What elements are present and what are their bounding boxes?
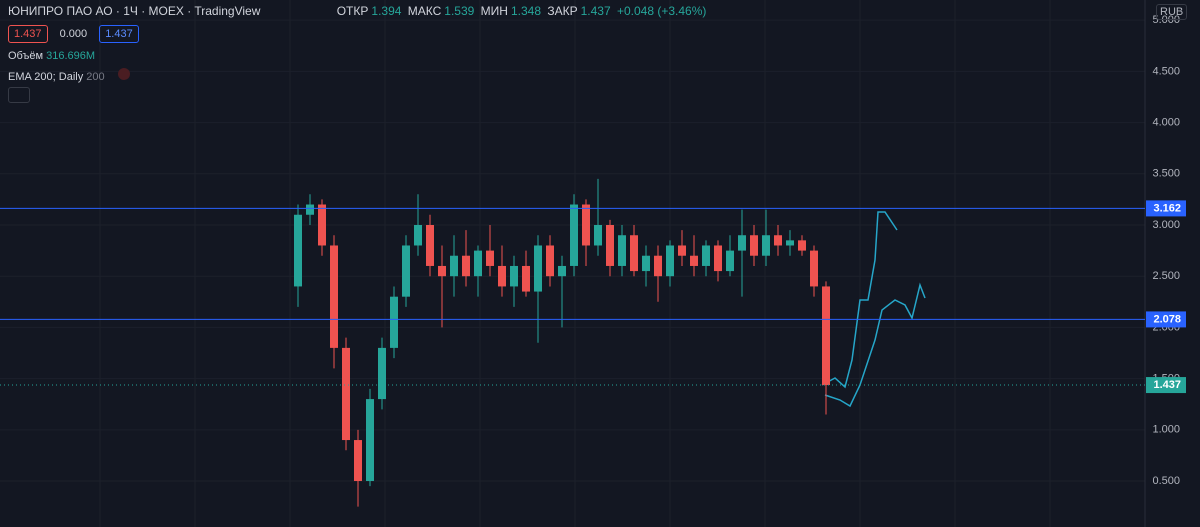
last-price-bg xyxy=(1146,377,1186,394)
volume-label: Объём xyxy=(8,50,44,62)
candle-body xyxy=(570,204,578,266)
candle-body xyxy=(450,255,458,277)
open-label: ОТКР xyxy=(336,4,369,18)
last-price-label: 1.437 xyxy=(1153,379,1181,391)
candle-body xyxy=(354,440,362,482)
candle-body xyxy=(522,265,530,292)
candle-body xyxy=(402,245,410,297)
legend: ЮНИПРО ПАО АО · 1Ч · MOEX · TradingView … xyxy=(8,4,709,18)
y-tick-label: 1.000 xyxy=(1152,424,1180,436)
candle-body xyxy=(750,235,758,256)
drawing[interactable] xyxy=(824,282,926,408)
candle-body xyxy=(810,250,818,287)
candle-body xyxy=(378,347,386,400)
candle-body xyxy=(714,245,722,272)
y-tick-label: 3.000 xyxy=(1152,219,1180,231)
candle-body xyxy=(474,250,482,277)
candle-body xyxy=(798,240,806,251)
candle-body xyxy=(582,204,590,246)
low-label: МИН xyxy=(480,4,508,18)
drawing[interactable] xyxy=(821,211,898,389)
high: 1.539 xyxy=(444,4,475,18)
candle-body xyxy=(294,214,302,287)
candle-body xyxy=(738,235,746,251)
candle-body xyxy=(594,224,602,246)
level-label-bg xyxy=(1146,200,1186,217)
candle-body xyxy=(414,224,422,246)
candle-body xyxy=(774,235,782,246)
candle-body xyxy=(438,265,446,277)
candle-body xyxy=(822,286,830,386)
candle-body xyxy=(498,265,506,287)
level-label-bg xyxy=(1146,311,1186,328)
candle-body xyxy=(342,347,350,441)
open: 1.394 xyxy=(371,4,402,18)
y-tick-label: 0.500 xyxy=(1152,475,1180,487)
buy-button[interactable]: 1.437 xyxy=(99,25,139,43)
currency[interactable]: RUB xyxy=(1156,4,1188,20)
candle-body xyxy=(762,235,770,256)
candle-body xyxy=(330,245,338,348)
candle-body xyxy=(558,265,566,277)
y-tick-label: 2.500 xyxy=(1152,270,1180,282)
candle-body xyxy=(390,296,398,348)
candle-body xyxy=(678,245,686,256)
y-tick-label: 5.000 xyxy=(1152,14,1180,26)
candle-body xyxy=(462,255,470,277)
candle-body xyxy=(486,250,494,266)
candle-body xyxy=(306,204,314,215)
level-label: 3.162 xyxy=(1153,202,1181,214)
y-tick-label: 4.000 xyxy=(1152,116,1180,128)
y-tick-label: 4.500 xyxy=(1152,65,1180,77)
candle-body xyxy=(366,399,374,482)
spread: 0.000 xyxy=(59,28,88,40)
candle-body xyxy=(654,255,662,277)
candle-body xyxy=(534,245,542,292)
change: +0.048 (+3.46%) xyxy=(616,4,707,18)
indicator: EMA 200; Daily xyxy=(8,71,84,83)
warning-icon[interactable] xyxy=(117,68,130,80)
candle-body xyxy=(510,265,518,287)
candle-body xyxy=(726,250,734,272)
candle-body xyxy=(702,245,710,266)
candle-body xyxy=(666,245,674,277)
volume-row: Объём 316.696M xyxy=(8,50,95,62)
candle-body xyxy=(618,235,626,266)
collapse-button[interactable] xyxy=(8,87,30,103)
level-label: 2.078 xyxy=(1153,313,1181,325)
close: 1.437 xyxy=(580,4,611,18)
low: 1.348 xyxy=(510,4,541,18)
volume: 316.696M xyxy=(46,50,96,62)
sell-button[interactable]: 1.437 xyxy=(8,25,48,43)
indicator-param: 200 xyxy=(86,71,105,83)
y-tick-label: 3.500 xyxy=(1152,168,1180,180)
high-label: МАКС xyxy=(407,4,442,18)
candle-body xyxy=(642,255,650,272)
indicator-row: EMA 200; Daily 200 xyxy=(8,68,130,83)
trade-row: 1.437 0.000 1.437 xyxy=(8,25,143,43)
price-axis xyxy=(1145,0,1200,527)
candle-body xyxy=(426,224,434,266)
candle-body xyxy=(318,204,326,246)
candle-body xyxy=(690,255,698,266)
candle-body xyxy=(546,245,554,277)
close-label: ЗАКР xyxy=(547,4,578,18)
candle-body xyxy=(606,224,614,266)
candle-body xyxy=(786,240,794,246)
symbol: ЮНИПРО ПАО АО · 1Ч · MOEX · TradingView xyxy=(8,4,261,18)
candle-body xyxy=(630,235,638,272)
